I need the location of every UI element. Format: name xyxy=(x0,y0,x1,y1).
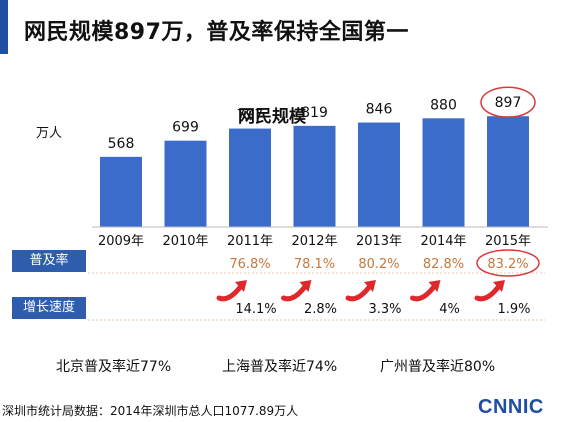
penetration-value: 80.2% xyxy=(358,257,399,272)
growth-value: 1.9% xyxy=(497,302,530,317)
penetration-value: 78.1% xyxy=(294,257,335,272)
city-beijing: 北京普及率近77% xyxy=(56,359,172,375)
value-label: 819 xyxy=(301,105,328,121)
bar xyxy=(422,118,465,227)
value-label: 699 xyxy=(172,120,199,136)
penetration-value: 82.8% xyxy=(423,257,464,272)
x-tick-label: 2009年 xyxy=(98,234,144,249)
penetration-value: 83.2% xyxy=(487,257,528,272)
y-unit-label: 万人 xyxy=(36,126,63,141)
city-guangzhou: 广州普及率近80% xyxy=(380,359,496,375)
growth-arrow-icon xyxy=(474,283,502,302)
value-label: 568 xyxy=(108,136,135,152)
penetration-row-label: 普及率 xyxy=(12,250,86,272)
x-tick-label: 2012年 xyxy=(291,234,337,249)
bar xyxy=(487,116,529,227)
x-tick-label: 2013年 xyxy=(356,234,402,249)
page-title: 网民规模897万，普及率保持全国第一 xyxy=(24,20,409,45)
city-shanghai: 上海普及率近74% xyxy=(222,359,338,375)
growth-arrow-icon xyxy=(281,283,308,302)
bar xyxy=(164,140,207,227)
growth-arrow-head-icon xyxy=(235,280,247,292)
growth-arrow-head-icon xyxy=(428,280,441,292)
highlight-circle xyxy=(476,249,540,277)
chart-title: 网民规模 xyxy=(238,107,306,127)
value-label: 897 xyxy=(495,95,522,111)
value-label: 797 xyxy=(237,108,264,124)
growth-value: 14.1% xyxy=(235,302,276,317)
penetration-value: 76.8% xyxy=(229,257,270,272)
cnnic-logo: CNNIC xyxy=(478,396,544,418)
accent-bar xyxy=(0,0,8,54)
growth-arrow-icon xyxy=(410,283,437,302)
x-tick-label: 2010年 xyxy=(162,234,208,249)
growth-value: 3.3% xyxy=(368,302,401,317)
value-label: 846 xyxy=(366,102,393,118)
x-tick-label: 2011年 xyxy=(227,234,273,249)
bar xyxy=(293,125,336,227)
bar xyxy=(358,122,400,227)
footnote: 深圳市统计局数据：2014年深圳市总人口1077.89万人 xyxy=(2,404,299,418)
x-tick-label: 2015年 xyxy=(485,234,531,249)
growth-row-label: 增长速度 xyxy=(12,297,86,319)
bar xyxy=(229,128,271,227)
growth-value: 4% xyxy=(439,302,460,317)
highlight-circle xyxy=(480,86,536,118)
growth-arrow-head-icon xyxy=(493,280,505,292)
growth-value: 2.8% xyxy=(304,302,337,317)
bar xyxy=(100,156,142,227)
growth-arrow-head-icon xyxy=(299,280,312,292)
value-label: 880 xyxy=(430,97,457,113)
x-tick-label: 2014年 xyxy=(420,234,466,249)
growth-arrow-head-icon xyxy=(364,280,376,292)
growth-arrow-icon xyxy=(345,283,373,302)
growth-arrow-icon xyxy=(216,283,244,302)
